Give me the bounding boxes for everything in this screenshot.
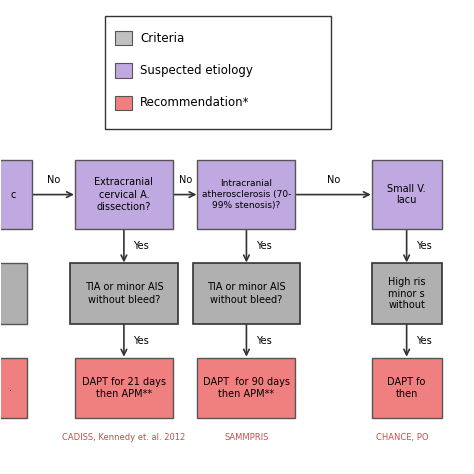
- FancyBboxPatch shape: [0, 160, 32, 229]
- Text: CHANCE, PO: CHANCE, PO: [376, 433, 428, 442]
- Text: No: No: [46, 175, 60, 185]
- Text: DAPT  for 90 days
then APM**: DAPT for 90 days then APM**: [203, 376, 290, 399]
- Text: No: No: [179, 175, 192, 185]
- FancyBboxPatch shape: [116, 96, 132, 110]
- Text: Suspected etiology: Suspected etiology: [140, 64, 253, 77]
- Text: .: .: [9, 383, 12, 393]
- Text: TIA or minor AIS
without bleed?: TIA or minor AIS without bleed?: [84, 283, 163, 305]
- Text: Yes: Yes: [133, 241, 149, 251]
- FancyBboxPatch shape: [197, 357, 295, 418]
- FancyBboxPatch shape: [0, 264, 27, 324]
- FancyBboxPatch shape: [70, 264, 178, 324]
- Text: Criteria: Criteria: [140, 32, 184, 45]
- Text: SAMMPRIS: SAMMPRIS: [224, 433, 269, 442]
- Text: Yes: Yes: [256, 336, 272, 346]
- FancyBboxPatch shape: [75, 160, 173, 229]
- Text: Recommendation*: Recommendation*: [140, 96, 249, 109]
- FancyBboxPatch shape: [372, 264, 441, 324]
- Text: High ris
minor s
without: High ris minor s without: [388, 277, 425, 310]
- Text: TIA or minor AIS
without bleed?: TIA or minor AIS without bleed?: [207, 283, 286, 305]
- Text: No: No: [327, 175, 340, 185]
- Text: c: c: [10, 190, 16, 200]
- Text: Yes: Yes: [416, 336, 432, 346]
- Text: Yes: Yes: [416, 241, 432, 251]
- FancyBboxPatch shape: [197, 160, 295, 229]
- FancyBboxPatch shape: [116, 64, 132, 78]
- FancyBboxPatch shape: [372, 357, 441, 418]
- Text: Yes: Yes: [133, 336, 149, 346]
- Text: Yes: Yes: [256, 241, 272, 251]
- FancyBboxPatch shape: [105, 16, 331, 128]
- FancyBboxPatch shape: [193, 264, 300, 324]
- Text: DAPT fo
then: DAPT fo then: [387, 377, 426, 399]
- FancyBboxPatch shape: [116, 31, 132, 45]
- Text: DAPT for 21 days
then APM**: DAPT for 21 days then APM**: [82, 376, 166, 399]
- Text: CADISS, Kennedy et. al. 2012: CADISS, Kennedy et. al. 2012: [62, 433, 185, 442]
- FancyBboxPatch shape: [372, 160, 441, 229]
- Text: Extracranial
cervical A.
dissection?: Extracranial cervical A. dissection?: [94, 177, 154, 212]
- FancyBboxPatch shape: [75, 357, 173, 418]
- Text: Intracranial
atherosclerosis (70-
99% stenosis)?: Intracranial atherosclerosis (70- 99% st…: [202, 179, 291, 210]
- Text: Small V.
lacu: Small V. lacu: [387, 184, 426, 205]
- FancyBboxPatch shape: [0, 357, 27, 418]
